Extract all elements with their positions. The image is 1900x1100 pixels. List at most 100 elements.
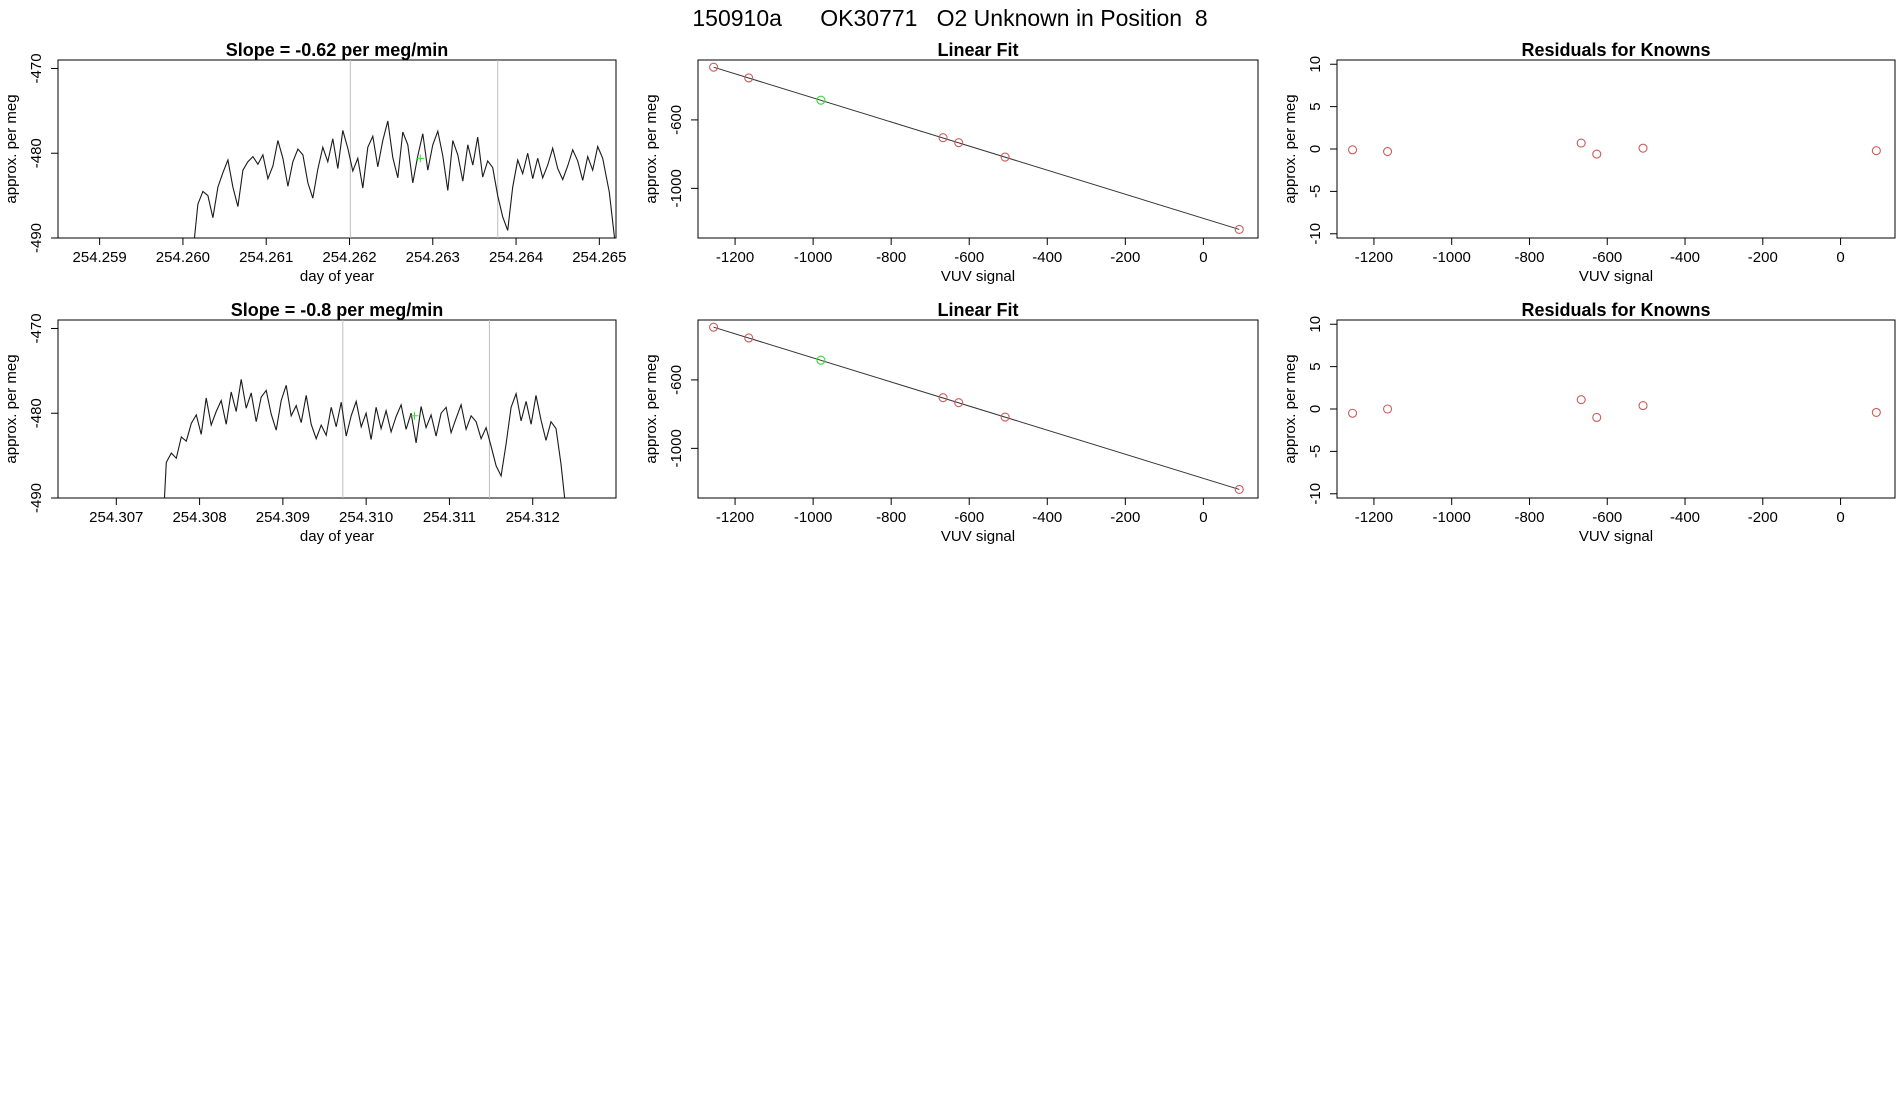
x-tick-label: 254.264 [489,249,543,266]
y-tick-label: -490 [28,223,45,253]
y-tick-label: -10 [1307,483,1324,505]
x-tick-label: 0 [1836,249,1844,266]
x-tick-label: -1200 [716,249,754,266]
known-point [938,133,948,143]
plot-frame [697,319,1259,499]
x-tick-label: -1200 [1355,509,1393,526]
known-point [1638,401,1648,411]
x-tick-label: 254.307 [89,509,143,526]
y-tick-label: -5 [1307,185,1324,198]
y-axis-label: approx. per meg [643,94,660,203]
x-tick-label: -400 [1032,509,1062,526]
panel-resid-1: Residuals for Knowns-1200 -1000 -800 -600 -4… [1282,40,1896,285]
y-tick-label: 5 [1307,362,1324,370]
y-tick-label: 0 [1307,145,1324,153]
x-tick-label: -600 [954,509,984,526]
x-tick-label: 254.310 [339,509,393,526]
panel-fit-2: Linear Fit -1200 -1000 -800 -600 -400 -200 0 VUV… [643,300,1259,545]
x-tick-label: -1000 [794,509,832,526]
chart-title: Slope = -0.8 per meg/min [231,300,444,320]
x-tick-label: -200 [1110,509,1140,526]
x-tick-label: -200 [1110,249,1140,266]
known-point [1638,143,1648,153]
panel-trace-2: Slope = -0.8 per meg/min 254.307 254.308 25… [3,300,617,545]
y-tick-label: -480 [28,398,45,428]
plot-area [709,322,1244,494]
chart-title: Residuals for Knowns [1521,300,1710,320]
plot-area [709,62,1244,234]
known-point [1000,152,1010,162]
y-tick-label: 10 [1307,316,1324,333]
x-tick-label: 0 [1199,249,1207,266]
known-point [1871,407,1881,417]
y-tick-label: -600 [668,105,685,135]
y-tick-label: 5 [1307,102,1324,110]
x-axis-label: VUV signal [1579,268,1653,285]
known-point [1234,224,1244,234]
x-tick-label: -400 [1670,249,1700,266]
known-point [1576,138,1586,148]
y-tick-label: -600 [668,365,685,395]
x-tick-label: -200 [1748,509,1778,526]
page-title: 150910a OK30771 O2 Unknown in Position 8 [692,5,1208,31]
y-tick-label: 10 [1307,56,1324,73]
x-axis-label: day of year [300,268,374,285]
unknown-point [816,95,826,105]
x-tick-label: 254.263 [406,249,460,266]
x-tick-label: 0 [1836,509,1844,526]
known-point [744,73,754,83]
panel-resid-2: Residuals for Knowns-1200 -1000 -800 -600 -4… [1282,300,1896,545]
fit-line [713,66,1240,230]
y-axis-label: approx. per meg [3,94,20,203]
y-axis-label: approx. per meg [1282,94,1299,203]
y-axis-label: approx. per meg [1282,354,1299,463]
x-tick-label: -800 [876,509,906,526]
x-tick-label: 254.260 [156,249,210,266]
chart-title: Slope = -0.62 per meg/min [226,40,449,60]
known-point [1000,412,1010,422]
chart-title: Linear Fit [937,300,1018,320]
known-point [1592,412,1602,423]
panel-trace-1: Slope = -0.62 per meg/min 254.259 254.260 2… [3,40,626,285]
x-axis-label: day of year [300,528,374,545]
plot-frame [1336,59,1896,239]
x-axis-label: VUV signal [941,268,1015,285]
x-tick-label: 254.262 [322,249,376,266]
known-point [954,398,964,408]
y-tick-label: -490 [28,483,45,513]
known-point [1383,404,1393,414]
x-tick-label: 254.311 [423,509,476,526]
x-tick-label: -600 [1592,509,1622,526]
series-line-0 [193,120,616,238]
y-axis-label: approx. per meg [3,354,20,463]
x-tick-label: -600 [1592,249,1622,266]
known-point [1576,395,1586,405]
y-tick-label: -480 [28,138,45,168]
x-tick-label: 254.312 [506,509,560,526]
x-tick-label: -800 [876,249,906,266]
known-point [1871,146,1881,156]
plot-frame [697,59,1259,239]
series-line-0 [163,379,566,498]
x-tick-label: -1200 [716,509,754,526]
known-point [1348,145,1358,155]
chart-title: Residuals for Knowns [1521,40,1710,60]
x-tick-label: -800 [1514,509,1544,526]
unknown-point [816,355,826,365]
known-point [709,62,719,72]
y-tick-label: 0 [1307,405,1324,413]
x-tick-label: -400 [1670,509,1700,526]
y-tick-label: -1000 [668,169,685,207]
fit-line [713,326,1240,490]
x-tick-label: -1000 [1433,249,1471,266]
x-tick-label: -1000 [1433,509,1471,526]
y-axis-label: approx. per meg [643,354,660,463]
y-tick-label: -10 [1307,223,1324,245]
x-axis-label: VUV signal [941,528,1015,545]
chart-title: Linear Fit [937,40,1018,60]
plot-frame [57,319,617,499]
known-point [709,322,719,332]
known-point [744,333,754,343]
plot-area [1348,395,1881,423]
plot-area [1348,138,1881,159]
